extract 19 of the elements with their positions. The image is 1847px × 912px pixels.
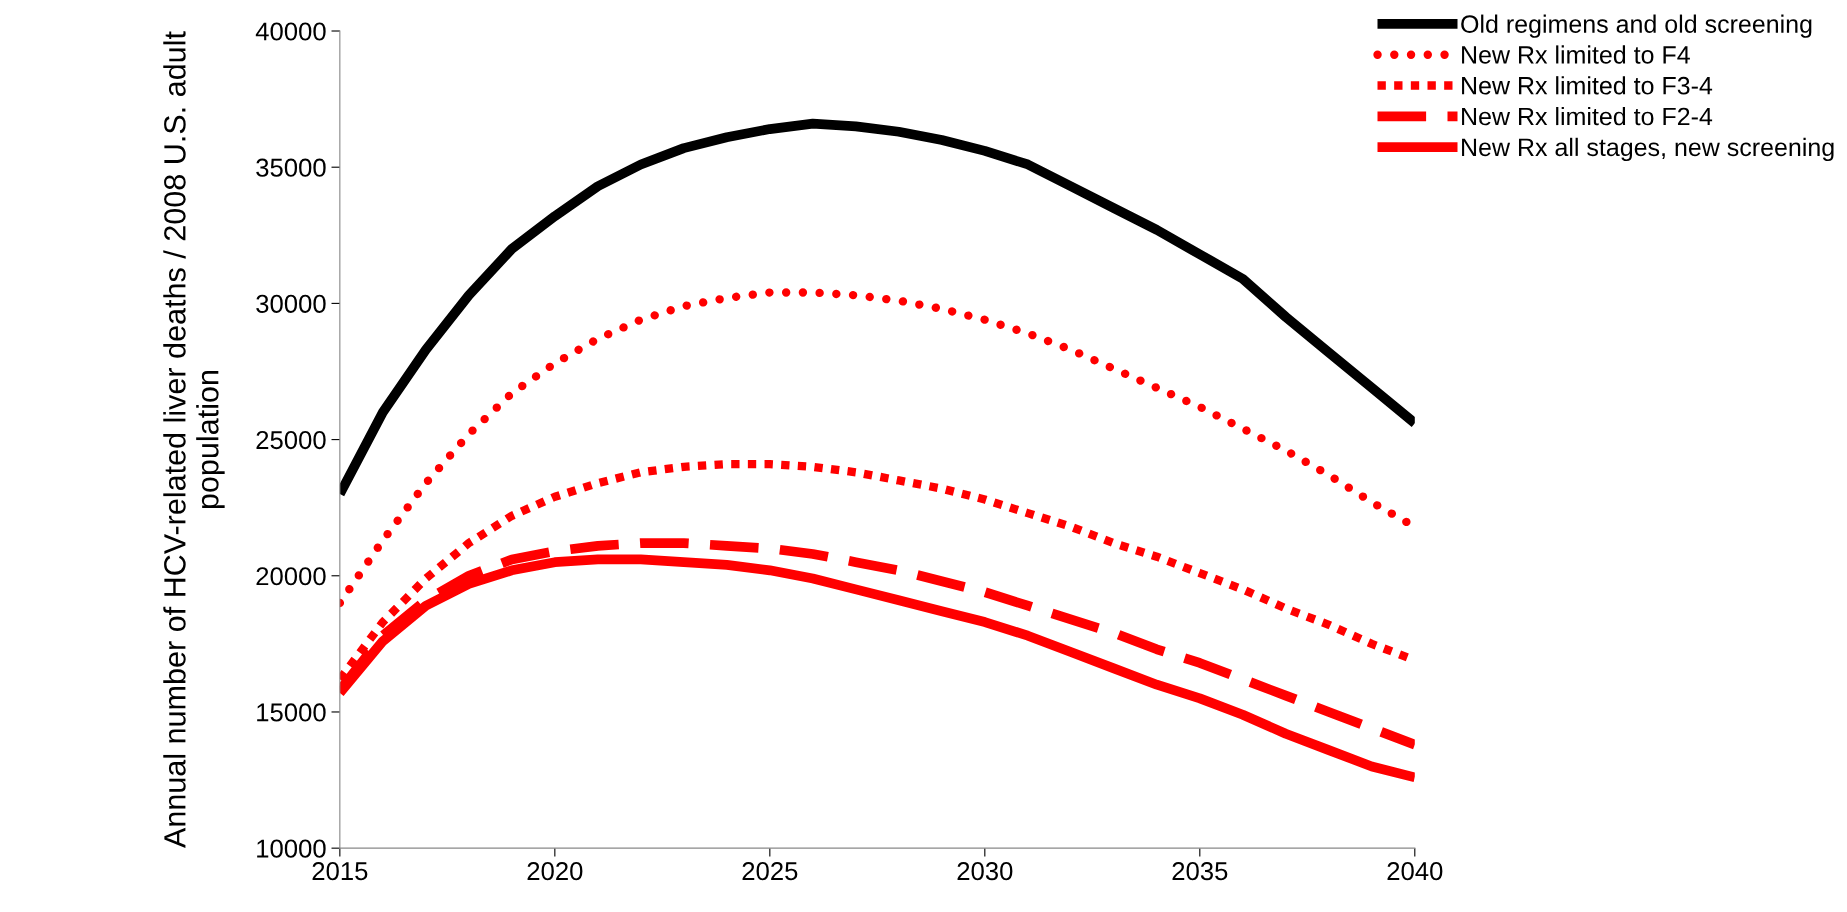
x-tick-label: 2020 (527, 862, 583, 881)
y-axis-title: Annual number of HCV-related liver deaths / 2008 U.S. adult population (163, 31, 225, 848)
legend-label: New Rx limited to F3-4 (1462, 76, 1713, 95)
legend-label: New Rx limited to F2-4 (1462, 106, 1713, 126)
y-tick-label: 40000 (255, 22, 326, 41)
x-tick-label: 2015 (312, 862, 368, 881)
legend-label: Old regimens and old screening (1461, 14, 1812, 38)
x-tick-label: 2030 (957, 862, 1013, 881)
y-tick-label: 10000 (257, 839, 326, 858)
y-tick-label: 20000 (256, 567, 326, 586)
y-tick-label: 15000 (257, 703, 326, 722)
y-tick-label: 35000 (256, 158, 326, 177)
x-tick-label: 2025 (742, 862, 798, 881)
x-tick-label: 2035 (1172, 862, 1228, 881)
y-tick-label: 25000 (256, 430, 326, 450)
y-tick-label: 30000 (256, 294, 326, 313)
legend-label: New Rx limited to F4 (1462, 45, 1690, 64)
x-tick-label: 2040 (1387, 862, 1443, 881)
legend-label: New Rx all stages, new screening (1462, 137, 1834, 162)
